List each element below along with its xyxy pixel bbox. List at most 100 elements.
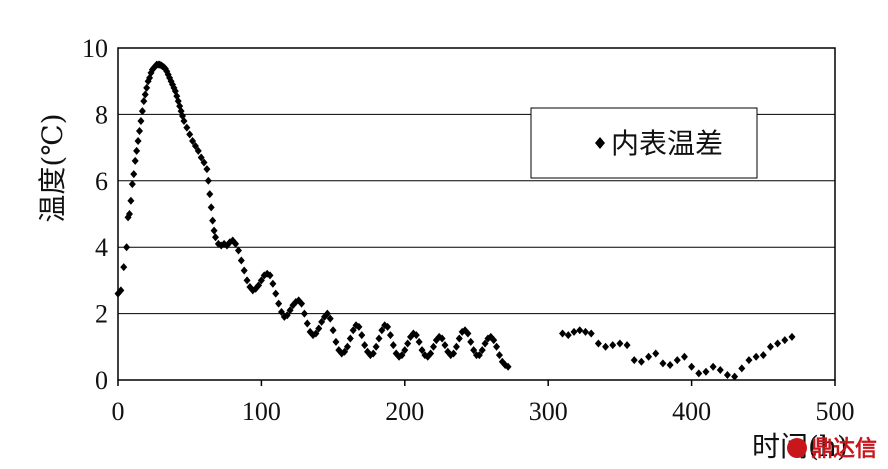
- data-point: [427, 349, 435, 358]
- data-point: [286, 306, 294, 315]
- data-point: [128, 180, 136, 189]
- y-tick-label: 8: [95, 100, 108, 129]
- watermark-text: 鼎达信: [811, 436, 877, 462]
- data-point: [389, 341, 397, 350]
- x-tick-label: 500: [816, 397, 855, 426]
- data-point: [186, 130, 194, 139]
- data-point: [774, 339, 782, 348]
- data-point: [127, 196, 135, 205]
- data-point: [269, 279, 277, 288]
- data-point: [452, 342, 460, 351]
- x-tick-label: 100: [242, 397, 281, 426]
- data-point: [464, 329, 472, 338]
- data-point: [210, 226, 218, 235]
- data-point: [257, 276, 265, 285]
- data-point: [323, 309, 331, 318]
- data-point: [341, 347, 349, 356]
- data-point: [234, 246, 242, 255]
- data-point: [255, 281, 263, 290]
- data-point: [326, 314, 334, 323]
- data-point: [731, 372, 739, 381]
- data-point: [378, 326, 386, 335]
- data-point: [412, 331, 420, 340]
- data-point: [266, 271, 274, 280]
- data-point: [349, 326, 357, 335]
- data-point: [688, 362, 696, 371]
- data-point: [123, 243, 131, 252]
- data-point: [372, 342, 380, 351]
- data-point: [594, 339, 602, 348]
- data-point: [630, 356, 638, 365]
- data-point: [559, 329, 567, 338]
- data-point: [191, 141, 199, 150]
- data-point: [616, 339, 624, 348]
- data-point: [581, 327, 589, 336]
- data-point: [369, 349, 377, 358]
- data-point: [587, 329, 595, 338]
- plot-area-frame: [117, 47, 836, 381]
- data-point: [375, 334, 383, 343]
- data-point: [702, 367, 710, 376]
- legend-box: [530, 107, 758, 179]
- data-point: [398, 351, 406, 360]
- data-point: [609, 341, 617, 350]
- data-point: [504, 362, 512, 371]
- series-points: [114, 60, 796, 381]
- data-point: [602, 342, 610, 351]
- data-point: [209, 216, 217, 225]
- data-point: [183, 123, 191, 132]
- data-point: [346, 334, 354, 343]
- data-point: [138, 107, 146, 116]
- data-point: [303, 319, 311, 328]
- data-point: [232, 239, 240, 248]
- data-point: [140, 97, 148, 106]
- data-point: [283, 311, 291, 320]
- data-point: [136, 127, 144, 135]
- data-point: [272, 289, 280, 298]
- data-point: [404, 339, 412, 348]
- x-tick-label: 300: [529, 397, 568, 426]
- data-point: [666, 361, 674, 370]
- data-point: [645, 352, 653, 361]
- data-point: [298, 299, 306, 308]
- y-tick-label: 0: [95, 366, 108, 395]
- data-point: [207, 203, 215, 212]
- data-point: [212, 233, 220, 242]
- y-tick-label: 10: [82, 34, 108, 63]
- data-point: [275, 299, 283, 308]
- data-point: [329, 326, 337, 335]
- data-point: [745, 356, 753, 365]
- data-point: [300, 309, 308, 318]
- data-point: [194, 146, 202, 155]
- data-point: [441, 341, 449, 350]
- data-point: [315, 324, 323, 333]
- data-point: [143, 83, 151, 92]
- data-point: [478, 346, 486, 355]
- data-point: [493, 342, 501, 351]
- data-point: [759, 351, 767, 360]
- data-point: [180, 117, 188, 126]
- data-point: [386, 331, 394, 340]
- data-point: [120, 263, 128, 272]
- data-point: [418, 346, 426, 355]
- data-point: [470, 346, 478, 355]
- data-point: [361, 341, 369, 350]
- data-point: [455, 334, 463, 343]
- data-point: [490, 336, 498, 345]
- data-point: [673, 356, 681, 365]
- data-point: [355, 322, 363, 331]
- data-point: [450, 349, 458, 358]
- data-point: [576, 326, 584, 335]
- data-point: [130, 170, 138, 179]
- data-point: [680, 352, 688, 361]
- data-point: [659, 359, 667, 368]
- data-point: [243, 276, 251, 285]
- data-point: [240, 266, 248, 275]
- data-point: [141, 90, 149, 99]
- data-point: [131, 156, 139, 165]
- data-point: [277, 307, 285, 316]
- data-point: [206, 190, 214, 199]
- data-point: [481, 339, 489, 348]
- data-point: [623, 341, 631, 350]
- data-point: [312, 329, 320, 338]
